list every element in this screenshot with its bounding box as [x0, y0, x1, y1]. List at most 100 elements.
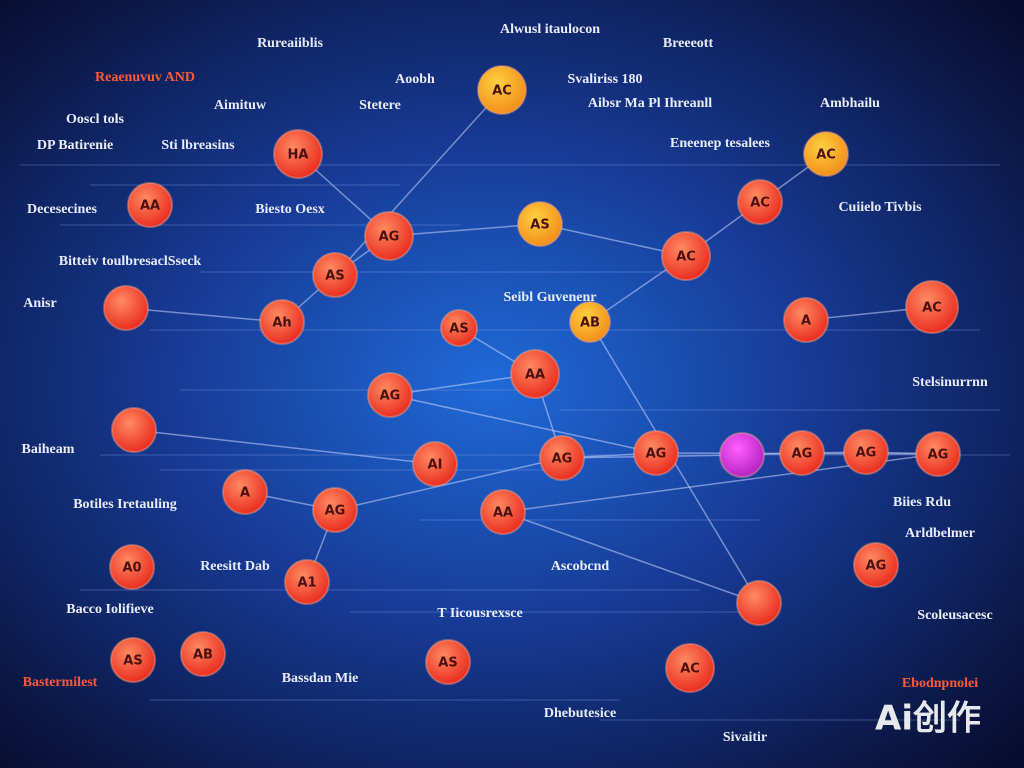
node-caption: Alwusl itaulocon	[500, 22, 600, 37]
node	[737, 179, 783, 225]
node	[517, 201, 563, 247]
node	[480, 489, 526, 535]
node-label: A	[801, 314, 811, 329]
node-caption: Ambhailu	[820, 96, 880, 111]
node	[633, 430, 679, 476]
node	[779, 430, 825, 476]
node-caption: Bastermilest	[23, 675, 98, 690]
edge	[334, 89, 503, 276]
edge	[334, 457, 563, 511]
node-label: AC	[492, 84, 512, 99]
node-label: HA	[288, 148, 309, 163]
node-label: AC	[922, 301, 942, 316]
node	[259, 299, 305, 345]
node	[127, 182, 173, 228]
node-label: AG	[552, 452, 573, 467]
node-label: AI	[428, 458, 443, 473]
node-caption: Dhebutesice	[544, 706, 616, 721]
node-caption: Biies Rdu	[893, 495, 951, 510]
node	[312, 487, 358, 533]
node-caption: Cuiielo Tivbis	[838, 200, 922, 215]
node-label: AG	[928, 448, 949, 463]
nodes: AC AC HA AC AS AG AC AA AS Ah AS AB A AC AA AG AG AG AI AG A…	[103, 65, 961, 693]
edge	[389, 394, 657, 454]
node-label: A0	[122, 561, 141, 576]
node-label: AG	[856, 446, 877, 461]
node	[569, 301, 611, 343]
node-label: AS	[123, 654, 142, 669]
node-label: AC	[816, 148, 836, 163]
node-label: Ah	[272, 316, 291, 331]
node-caption: Svaliriss 180	[567, 72, 642, 87]
labels: Rureaiiblis Alwusl itaulocon Breeeott Reaen…	[22, 22, 993, 745]
node-label: AG	[866, 559, 887, 574]
node	[783, 297, 829, 343]
node	[425, 639, 471, 685]
node	[180, 631, 226, 677]
edge	[539, 223, 687, 257]
node	[736, 580, 782, 626]
node	[905, 280, 959, 334]
node-caption: Eneenep tesalees	[670, 136, 770, 151]
node-label: AA	[493, 506, 513, 521]
node-caption: Stetere	[359, 98, 401, 113]
node-caption: Aoobh	[395, 72, 435, 87]
edge	[125, 307, 283, 323]
edge	[133, 429, 436, 465]
node-caption: Baiheam	[22, 442, 75, 457]
node-caption: Ebodnpnolei	[902, 676, 978, 691]
node-caption: Reesitt Dab	[200, 559, 270, 574]
node-label: A1	[297, 576, 316, 591]
node-caption: Bitteiv toulbresaclSseck	[59, 254, 202, 269]
node-label: AS	[449, 322, 468, 337]
node-label: A	[240, 486, 250, 501]
node	[915, 431, 961, 477]
node	[222, 469, 268, 515]
node-caption: Reaenuvuv AND	[95, 70, 195, 85]
node	[364, 211, 414, 261]
node-caption: Breeeott	[663, 36, 714, 51]
node	[510, 349, 560, 399]
node-label: AS	[438, 656, 457, 671]
node-caption: Seibl Guvenenr	[504, 290, 597, 305]
node-label: AS	[530, 218, 549, 233]
node-caption: T Iicousrexsce	[437, 606, 522, 621]
node-label: AC	[676, 250, 696, 265]
node-caption: DP Batirenie	[37, 138, 113, 153]
node	[110, 637, 156, 683]
node-label: AA	[525, 368, 545, 383]
node-label: AB	[193, 648, 213, 663]
node-label: AG	[646, 447, 667, 462]
node-caption: Decesecines	[27, 202, 98, 217]
node	[665, 643, 715, 693]
node-caption: Aibsr Ma Pl Ihreanll	[588, 96, 712, 111]
node	[367, 372, 413, 418]
node-label: AB	[580, 316, 600, 331]
node	[412, 441, 458, 487]
node-label: AA	[140, 199, 160, 214]
watermark: Ai创作	[875, 699, 981, 739]
node	[853, 542, 899, 588]
node-caption: Bacco Iolifieve	[66, 602, 153, 617]
node-caption: Bassdan Mie	[282, 671, 359, 686]
node	[843, 429, 889, 475]
node-caption: Anisr	[23, 296, 56, 311]
node-caption: Biesto Oesx	[255, 202, 325, 217]
node	[477, 65, 527, 115]
node-label: AG	[379, 230, 400, 245]
edge	[389, 373, 536, 396]
node-label: AG	[380, 389, 401, 404]
node-caption: Ooscl tols	[66, 112, 124, 127]
node-caption: Sti lbreasins	[161, 138, 235, 153]
node-caption: Rureaiiblis	[257, 36, 323, 51]
node	[719, 432, 765, 478]
node	[103, 285, 149, 331]
node-caption: Botiles Iretauling	[73, 497, 177, 512]
node-caption: Ascobcnd	[551, 559, 610, 574]
node-caption: Arldbelmer	[905, 526, 975, 541]
node	[312, 252, 358, 298]
node	[440, 309, 478, 347]
node	[284, 559, 330, 605]
node	[661, 231, 711, 281]
